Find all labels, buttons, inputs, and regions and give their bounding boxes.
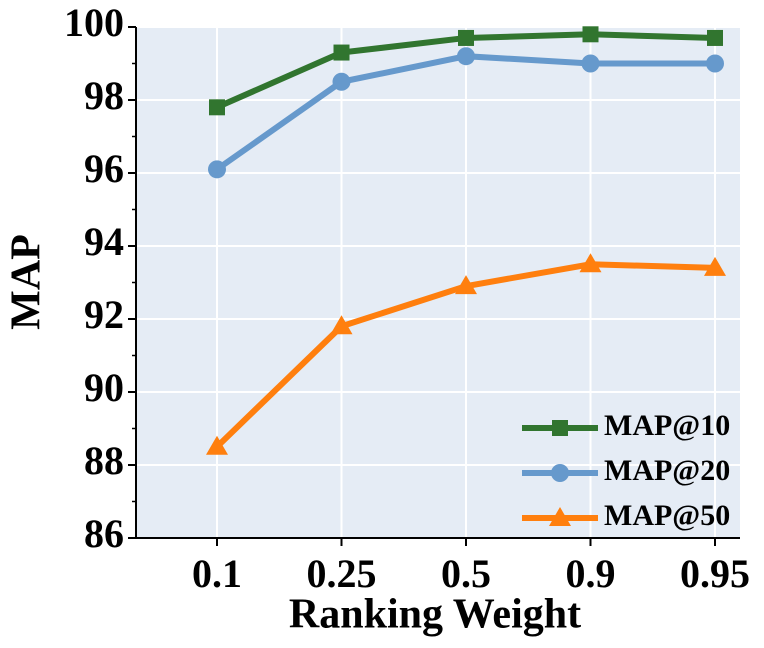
data-point — [582, 26, 599, 43]
data-point — [704, 256, 726, 276]
data-point — [206, 435, 228, 455]
data-point — [579, 253, 602, 273]
data-point — [330, 315, 353, 335]
data-point — [458, 29, 474, 46]
x-tick-label: 0.25 — [307, 551, 377, 596]
legend-marker — [552, 420, 568, 436]
y-tick-label: 92 — [84, 292, 124, 337]
y-tick-label: 96 — [84, 146, 124, 191]
legend-marker — [551, 464, 569, 482]
x-tick-label: 0.1 — [192, 551, 242, 596]
data-point — [706, 54, 724, 73]
data-point — [333, 44, 350, 61]
x-tick-label: 0.9 — [566, 551, 616, 596]
data-point — [581, 54, 600, 73]
data-point — [707, 29, 723, 46]
legend-label: MAP@20 — [604, 454, 730, 487]
legend-marker — [549, 507, 571, 526]
x-tick-label: 0.95 — [680, 551, 750, 596]
y-tick-label: 94 — [84, 219, 124, 264]
y-tick-label: 100 — [64, 0, 124, 45]
x-tick-label: 0.5 — [441, 551, 491, 596]
y-tick-label: 86 — [84, 511, 124, 556]
data-point — [457, 47, 475, 66]
data-point — [208, 160, 226, 179]
y-axis-label: MAP — [4, 234, 50, 330]
legend-label: MAP@10 — [604, 409, 730, 442]
plot-background — [136, 27, 740, 538]
data-point — [209, 99, 225, 116]
data-point — [455, 275, 477, 295]
y-tick-label: 88 — [84, 438, 124, 483]
legend-label: MAP@50 — [604, 499, 730, 532]
y-tick-label: 90 — [84, 365, 124, 410]
data-point — [332, 72, 351, 91]
x-axis-label: Ranking Weight — [289, 592, 581, 638]
y-tick-label: 98 — [84, 73, 124, 118]
